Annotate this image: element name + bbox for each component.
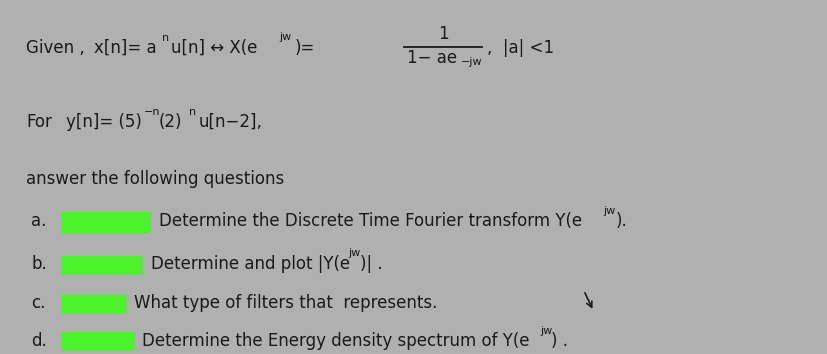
Text: jw: jw <box>279 32 291 42</box>
Text: d.: d. <box>31 332 47 349</box>
Text: 1− ae: 1− ae <box>407 50 457 67</box>
Text: b.: b. <box>31 255 47 273</box>
Text: Determine the Energy density spectrum of Y(e: Determine the Energy density spectrum of… <box>142 332 529 349</box>
Text: ,  |a| <1: , |a| <1 <box>486 39 553 57</box>
Text: u[n] ↔ X(e: u[n] ↔ X(e <box>171 39 257 57</box>
FancyBboxPatch shape <box>62 332 135 351</box>
FancyBboxPatch shape <box>62 212 151 234</box>
Text: answer the following questions: answer the following questions <box>26 170 284 188</box>
Text: Determine the Discrete Time Fourier transform Y(e: Determine the Discrete Time Fourier tran… <box>159 212 581 230</box>
Text: ) .: ) . <box>551 332 568 349</box>
Text: jw: jw <box>347 248 360 258</box>
Text: a.: a. <box>31 212 47 230</box>
Text: For: For <box>26 113 52 131</box>
Text: Given ,: Given , <box>26 39 85 57</box>
Text: (2): (2) <box>159 113 182 131</box>
Text: Determine and plot |Y(e: Determine and plot |Y(e <box>151 255 349 273</box>
Text: u[n−2],: u[n−2], <box>198 113 262 131</box>
FancyBboxPatch shape <box>62 295 127 314</box>
Text: 1: 1 <box>437 25 447 42</box>
Text: c.: c. <box>31 294 45 312</box>
Text: )=: )= <box>294 39 315 57</box>
Text: −n: −n <box>144 107 160 117</box>
Text: y[n]= (5): y[n]= (5) <box>66 113 142 131</box>
Text: )| .: )| . <box>360 255 382 273</box>
Text: n: n <box>189 107 196 117</box>
Text: What type of filters that  represents.: What type of filters that represents. <box>134 294 437 312</box>
FancyBboxPatch shape <box>62 256 143 275</box>
Text: ).: ). <box>614 212 626 230</box>
Text: x[n]= a: x[n]= a <box>93 39 156 57</box>
Text: jw: jw <box>602 206 614 216</box>
Text: n: n <box>162 33 170 43</box>
Text: jw: jw <box>539 326 552 336</box>
Text: −jw: −jw <box>460 57 481 67</box>
